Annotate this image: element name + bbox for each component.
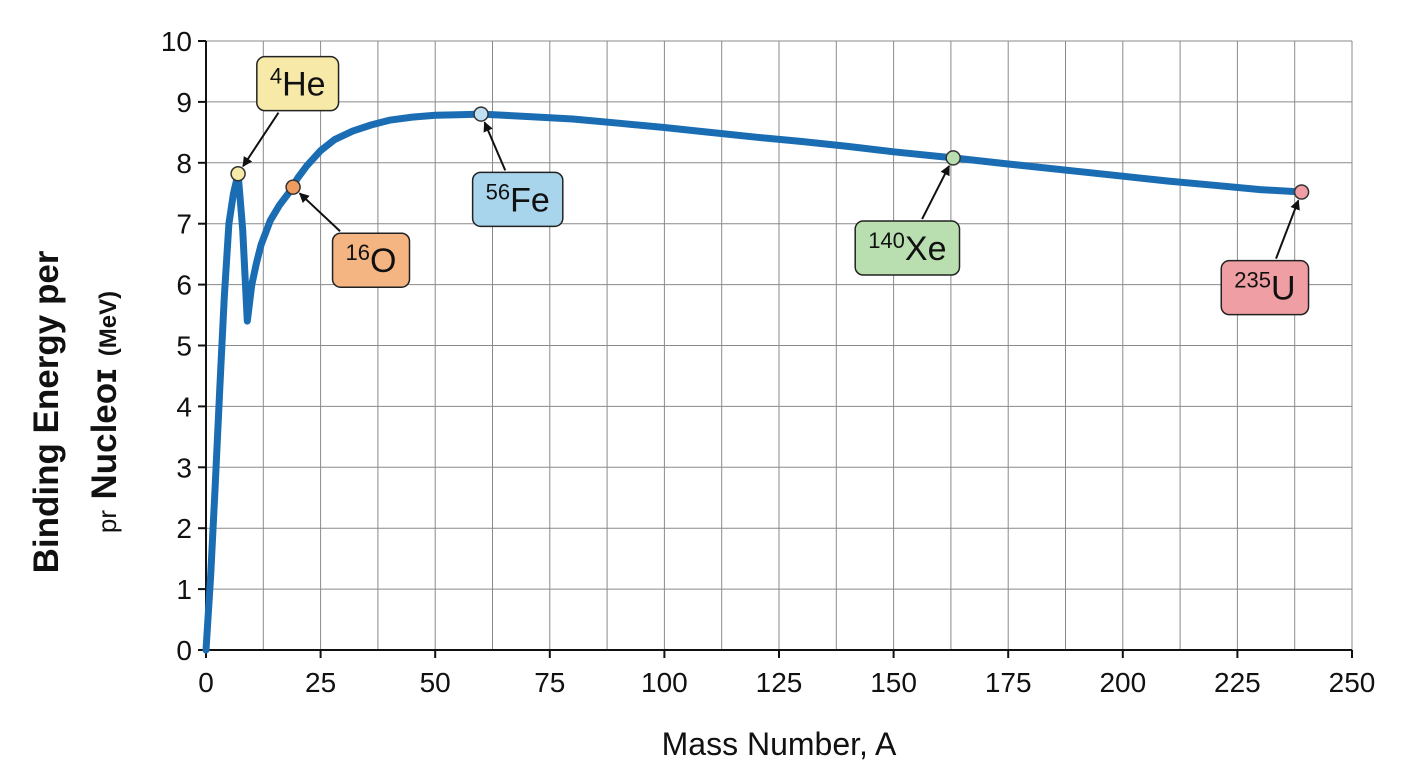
y-axis-title-line1: Binding Energy per: [27, 250, 66, 573]
annotation-symbol: U: [1271, 270, 1296, 308]
annotation-label: 4He: [270, 64, 326, 104]
annotation-fe: 56Fe: [471, 106, 564, 228]
annotation-box: [331, 232, 411, 288]
y-axis-title-unit: (MeV): [95, 291, 122, 356]
x-tick-label: 50: [420, 667, 451, 698]
annotations-layer: 4He 16O 56Fe 140Xe 235U: [230, 55, 1310, 316]
annotation-symbol: He: [282, 66, 325, 104]
x-tick-label: 100: [641, 667, 688, 698]
y-axis-title-prefix: pr: [92, 510, 122, 533]
y-tick-label: 3: [176, 452, 192, 483]
y-tick-label: 2: [176, 513, 192, 544]
annotation-symbol: O: [370, 242, 396, 280]
binding-energy-line: [202, 110, 1306, 654]
annotation-arrow: [921, 165, 951, 220]
y-tick-label: 10: [161, 26, 192, 57]
x-tick-label: 250: [1329, 667, 1376, 698]
y-tick-label: 9: [176, 87, 192, 118]
annotation-label: 16O: [346, 240, 397, 280]
annotation-he: 4He: [230, 55, 340, 182]
y-tick-label: 5: [176, 331, 192, 362]
y-tick-label: 0: [176, 635, 192, 666]
annotation-box: [256, 55, 340, 112]
y-tick-label: 7: [176, 209, 192, 240]
annotation-arrow: [242, 112, 280, 168]
annotation-label: 56Fe: [486, 179, 550, 219]
x-tick-label: 200: [1099, 667, 1146, 698]
grid: [205, 40, 1353, 651]
y-tick-label: 4: [176, 391, 192, 422]
annotation-label: 235U: [1234, 268, 1295, 308]
annotation-label: 140Xe: [868, 228, 946, 268]
y-tick-label: 1: [176, 574, 192, 605]
data-point-xe: [945, 150, 961, 166]
data-point-he: [230, 166, 246, 182]
x-tick-label: 125: [756, 667, 803, 698]
annotation-o: 16O: [285, 179, 411, 288]
data-point-u: [1293, 184, 1310, 200]
x-tick-label: 75: [534, 667, 565, 698]
annotation-symbol: Fe: [510, 181, 550, 219]
x-tick-label: 0: [198, 667, 214, 698]
series-layer: [202, 110, 1306, 654]
x-tick-label: 25: [305, 667, 336, 698]
annotation-symbol: Xe: [905, 230, 947, 268]
x-tick-label: 175: [985, 667, 1032, 698]
x-tick-label: 225: [1214, 667, 1261, 698]
annotation-xe: 140Xe: [854, 150, 961, 276]
x-tick-label: 150: [870, 667, 917, 698]
annotation-superscript: 4: [270, 64, 282, 89]
annotation-superscript: 56: [486, 179, 510, 204]
y-axis-title: Binding Energy per pr Nucleoɪ (MeV): [27, 250, 124, 573]
y-axis-title-main: Nucleoɪ: [85, 369, 124, 500]
annotation-box: [1220, 259, 1310, 316]
annotation-superscript: 235: [1234, 268, 1271, 293]
annotation-box: [854, 220, 961, 276]
annotation-u: 235U: [1220, 184, 1310, 316]
annotation-superscript: 16: [346, 240, 370, 265]
x-axis-title: Mass Number, A: [662, 726, 897, 762]
annotation-arrow: [483, 121, 507, 171]
y-axis-title-line2: pr Nucleoɪ (MeV): [85, 291, 124, 533]
annotation-arrow: [298, 192, 341, 232]
y-tick-label: 6: [176, 270, 192, 301]
annotation-arrow: [1275, 199, 1300, 260]
data-point-fe: [473, 106, 489, 122]
annotation-superscript: 140: [868, 228, 905, 253]
annotation-box: [471, 171, 564, 228]
data-point-o: [285, 179, 301, 195]
y-tick-label: 8: [176, 148, 192, 179]
